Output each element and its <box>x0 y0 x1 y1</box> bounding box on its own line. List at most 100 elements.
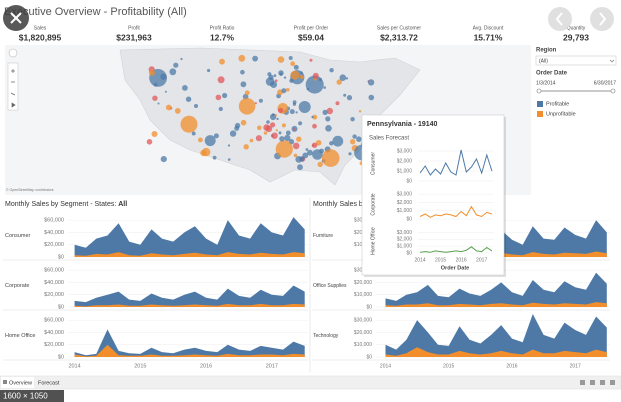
map-dot[interactable] <box>202 147 211 157</box>
map-dot[interactable] <box>254 102 257 105</box>
map-dot[interactable] <box>296 136 302 142</box>
map-dot[interactable] <box>358 110 362 113</box>
map-dot[interactable] <box>244 90 250 96</box>
region-dropdown[interactable] <box>535 55 617 66</box>
map-dot[interactable] <box>339 74 347 81</box>
map-dot[interactable] <box>180 57 183 61</box>
map-dot[interactable] <box>290 70 300 80</box>
map-dot[interactable] <box>165 104 172 111</box>
map-search[interactable] <box>8 48 18 58</box>
map-dot[interactable] <box>207 68 211 73</box>
map-dot[interactable] <box>318 77 322 82</box>
map-dot[interactable] <box>306 87 310 91</box>
map-dot[interactable] <box>227 144 231 147</box>
map-dot[interactable] <box>238 98 256 115</box>
map-dot[interactable] <box>348 152 352 156</box>
map-dot[interactable] <box>240 69 245 75</box>
map-dot[interactable] <box>270 81 277 88</box>
map-dot[interactable] <box>182 85 188 91</box>
map-dot[interactable] <box>271 113 275 116</box>
slider-handle[interactable] <box>536 88 542 94</box>
map-dot[interactable] <box>321 149 340 167</box>
map-dot[interactable] <box>293 153 298 158</box>
map-dot[interactable] <box>300 71 303 74</box>
map-dot[interactable] <box>275 129 278 132</box>
map-dot[interactable] <box>299 74 304 80</box>
map-dot[interactable] <box>217 76 225 84</box>
map-dot[interactable] <box>257 125 262 131</box>
map-dot[interactable] <box>160 73 167 80</box>
map-dot[interactable] <box>270 122 276 128</box>
map-dot[interactable] <box>212 155 217 160</box>
map-dot[interactable] <box>274 79 278 83</box>
map-dot[interactable] <box>255 135 262 142</box>
map-dot[interactable] <box>275 140 293 158</box>
next-button[interactable] <box>590 7 614 31</box>
map-dot[interactable] <box>289 109 295 115</box>
map-dot[interactable] <box>352 134 357 139</box>
map-dot[interactable] <box>148 69 155 76</box>
map-dot[interactable] <box>309 58 313 62</box>
map-dot[interactable] <box>180 115 198 133</box>
map-dot[interactable] <box>311 115 314 119</box>
map-dot[interactable] <box>277 56 285 63</box>
map-dot[interactable] <box>238 54 246 62</box>
map-dot[interactable] <box>218 106 223 112</box>
map-dot[interactable] <box>292 100 297 105</box>
map-dot[interactable] <box>336 79 342 85</box>
map-dot[interactable] <box>356 136 362 142</box>
map-dot[interactable] <box>332 135 344 147</box>
map-dot[interactable] <box>326 107 333 115</box>
map-dot[interactable] <box>346 95 353 101</box>
map-dot[interactable] <box>273 74 277 77</box>
map-dot[interactable] <box>146 139 153 145</box>
map-dot[interactable] <box>267 72 272 77</box>
tab[interactable]: Forecast <box>38 380 60 386</box>
map-dot[interactable] <box>263 131 268 135</box>
prev-button[interactable] <box>548 7 572 31</box>
map-dot[interactable] <box>350 139 356 145</box>
map-dot[interactable] <box>227 158 231 161</box>
map-dot[interactable] <box>157 102 160 105</box>
map-dot[interactable] <box>234 125 240 131</box>
map-dot[interactable] <box>317 161 323 168</box>
map-dot[interactable] <box>240 81 247 88</box>
map-dot[interactable] <box>350 117 355 122</box>
map-dot[interactable] <box>278 70 284 76</box>
map-dot[interactable] <box>278 131 282 135</box>
map-dot[interactable] <box>153 82 158 87</box>
map-dot[interactable] <box>290 61 296 67</box>
map-dot[interactable] <box>295 156 303 163</box>
map-dot[interactable] <box>323 86 327 89</box>
map-dot[interactable] <box>151 131 158 137</box>
map-dot[interactable] <box>293 64 299 70</box>
map-dot[interactable] <box>222 92 228 99</box>
map-dot[interactable] <box>302 152 309 159</box>
map-dot[interactable] <box>258 98 263 103</box>
map-dot[interactable] <box>198 137 203 143</box>
map-dot[interactable] <box>185 96 192 102</box>
map-dot[interactable] <box>305 148 309 151</box>
map-dot[interactable] <box>335 101 340 106</box>
map-dot[interactable] <box>368 94 375 101</box>
map-dot[interactable] <box>276 117 279 121</box>
tab-active[interactable] <box>1 377 34 388</box>
map-dot[interactable] <box>311 142 318 148</box>
map-dot[interactable] <box>289 78 294 83</box>
map-dot[interactable] <box>295 111 298 114</box>
map-dot[interactable] <box>297 164 303 171</box>
map-dot[interactable] <box>173 62 179 68</box>
map-dot[interactable] <box>307 149 313 156</box>
map-dot[interactable] <box>285 130 291 136</box>
map-dot[interactable] <box>298 121 303 126</box>
map-dot[interactable] <box>292 142 300 150</box>
map-dot[interactable] <box>240 119 247 126</box>
map-dot[interactable] <box>284 134 291 142</box>
map-dot[interactable] <box>325 125 332 132</box>
map-dot[interactable] <box>315 140 322 146</box>
map-dot[interactable] <box>322 109 328 115</box>
map-dot[interactable] <box>312 114 318 120</box>
map-dot[interactable] <box>288 56 293 60</box>
map-dot[interactable] <box>243 144 249 150</box>
map-dot[interactable] <box>281 123 286 128</box>
